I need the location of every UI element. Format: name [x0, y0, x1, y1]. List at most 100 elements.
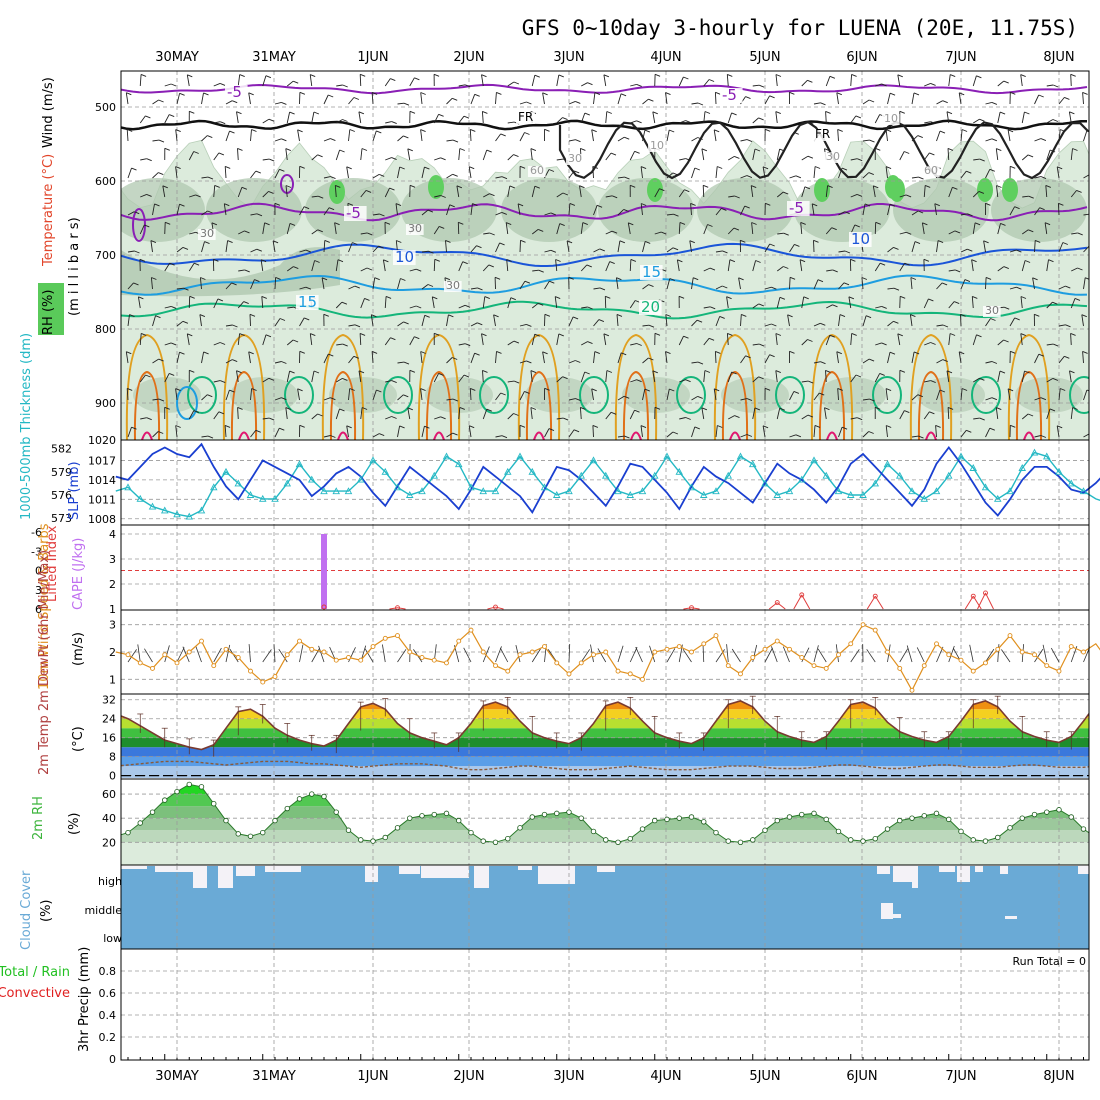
wind-barb-upper [225, 282, 232, 290]
wind-barb-flag [244, 230, 250, 234]
wind-barb-flag [359, 332, 366, 336]
wind-barb-upper [262, 118, 270, 124]
wind-barb-upper [838, 250, 846, 253]
wind-barb-flag [158, 99, 164, 103]
wind-barb-flag [225, 165, 231, 169]
thickness-point [601, 471, 610, 479]
wind-barb-flag [1085, 277, 1089, 280]
wind10-point [407, 649, 413, 655]
wind-barb-upper [850, 417, 858, 420]
rh2m-tick: 60 [102, 788, 116, 801]
wind-barb-upper [189, 231, 196, 235]
wind-barb-upper [579, 407, 582, 420]
wind-barb-upper [850, 193, 858, 198]
wind-barb-flag [378, 245, 384, 249]
wind-barb-upper [152, 172, 159, 179]
wind-barb-flag [563, 417, 569, 421]
wind-barb-flag [506, 259, 512, 262]
precip-tick: 0.2 [99, 1031, 117, 1044]
wind-barb-flag [463, 115, 470, 119]
wind-barb-flag [264, 222, 270, 226]
wind-barb-upper [654, 188, 660, 198]
wind-barb-flag [1028, 229, 1034, 233]
thickness-point [895, 471, 904, 479]
lifted-point [983, 590, 988, 596]
wind-barb-upper [838, 314, 841, 327]
wind-barb-upper [372, 245, 379, 253]
rh-fill-green [889, 178, 905, 202]
wind-barb-upper [262, 334, 267, 346]
wind-barb-upper [250, 248, 257, 253]
thickness-point [944, 471, 953, 479]
wind-barb-upper [127, 250, 135, 253]
date-label-top: 4JUN [650, 50, 681, 65]
wind-barb-upper [274, 318, 281, 327]
wind-barb-flag [158, 139, 165, 143]
rh2m-point [603, 837, 609, 843]
wind-barb-flag [640, 425, 647, 429]
wind-barb-upper [985, 101, 993, 105]
wind-barb-upper [715, 425, 718, 438]
wind-barb-flag [697, 137, 703, 140]
wind-barb-flag [562, 117, 568, 121]
wind-barb-upper [507, 297, 512, 309]
wind-barb-flag [1058, 202, 1064, 206]
wind-barb-flag [379, 173, 385, 177]
wind-barb-flag [200, 277, 206, 280]
wind-barb-upper [384, 296, 387, 309]
wind-barb-upper [372, 433, 380, 438]
wind-barb-upper [286, 223, 291, 235]
wind-barb-upper [421, 167, 425, 179]
wind-barb-flag [558, 333, 564, 337]
wind-barb-upper [261, 296, 264, 309]
wind-barb-flag [881, 342, 887, 346]
wind-barb-flag [929, 152, 935, 156]
wind-barb-flag [158, 431, 164, 434]
cloud-level-label: middle [84, 904, 122, 917]
wind-barb-flag [665, 314, 671, 317]
thickness-tick: 579 [51, 466, 72, 479]
rh2m-point [235, 831, 241, 837]
wind-barb-flag [636, 83, 642, 87]
wind-barb-flag [339, 408, 345, 412]
contour-label-bg [922, 166, 940, 177]
wind-barb-upper [568, 139, 576, 142]
wind-barb-upper [384, 337, 391, 346]
wind-barb-flag [762, 166, 769, 170]
wind-barb-upper [603, 333, 607, 346]
wind-barb-flag [1069, 111, 1075, 115]
wind-barb-upper [495, 133, 502, 142]
wind10-point [578, 660, 584, 666]
wind-barb-upper [335, 149, 341, 161]
wind10-point [468, 627, 474, 633]
temp2m-grid [121, 694, 1089, 779]
wind-barb-upper [972, 75, 977, 87]
wind-barb-upper [1046, 301, 1053, 309]
slp-tick: 1017 [88, 454, 116, 467]
wind-barb-flag [592, 424, 599, 428]
wind-barb-flag [624, 176, 630, 180]
wind-barb-upper [1020, 74, 1023, 87]
wind-barb-flag [544, 128, 550, 132]
wind-barb-flag [783, 232, 789, 236]
wind10-unit: (m/s) [71, 632, 86, 666]
wind-barb-flag [469, 166, 475, 170]
wind-barb-flag [179, 351, 185, 355]
rh2m-point [713, 829, 719, 836]
wind-barb-flag [771, 323, 777, 327]
wind-barb-flag [636, 343, 642, 346]
rh2m-point [799, 811, 805, 818]
wind-barb-upper [568, 316, 574, 327]
wind-barb-flag [930, 121, 936, 125]
wind-barb-upper [789, 391, 795, 401]
wind-barb-upper [176, 320, 184, 327]
wind-barb-upper [764, 323, 772, 327]
rh2m-point [933, 810, 940, 817]
wind-barb-flag [509, 185, 515, 189]
wind10-point [517, 652, 523, 658]
wind-barb-flag [207, 176, 214, 180]
wind-barb-flag [758, 303, 764, 307]
wind10-point [137, 660, 143, 666]
wind-barb-upper [286, 371, 291, 383]
